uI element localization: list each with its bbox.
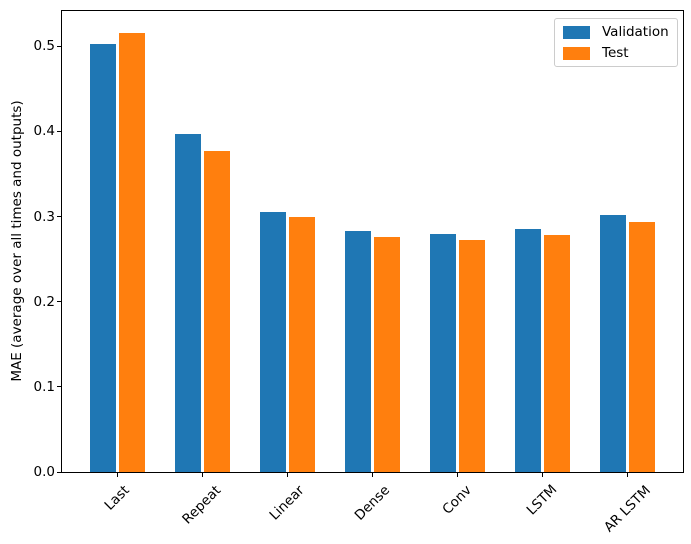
bar-validation-lstm (515, 228, 541, 472)
bar-validation-last (90, 43, 116, 472)
legend-label: Validation (602, 24, 669, 40)
x-tick-label: Dense (351, 482, 393, 524)
y-tick-label: 0.3 (33, 208, 55, 225)
x-tick-label: Last (101, 481, 134, 514)
plot-area (61, 10, 684, 473)
bar-test-repeat (204, 151, 230, 472)
y-tick-mark (57, 471, 61, 473)
x-tick-mark (626, 473, 628, 477)
bar-validation-dense (345, 231, 371, 472)
x-tick-mark (286, 473, 288, 477)
legend-item-test: Test (563, 45, 669, 61)
y-tick-label: 0.2 (33, 293, 55, 310)
legend-label: Test (602, 45, 629, 61)
bar-validation-conv (430, 233, 456, 472)
x-tick-label: LSTM (524, 481, 561, 519)
y-tick-label: 0.5 (33, 38, 55, 55)
x-tick-label: Linear (266, 482, 308, 523)
legend: Validation Test (554, 18, 678, 67)
x-tick-mark (201, 473, 203, 477)
bar-test-ar-lstm (629, 221, 655, 472)
x-tick-mark (371, 473, 373, 477)
x-tick-label: AR LSTM (600, 482, 654, 535)
legend-item-validation: Validation (563, 24, 669, 40)
y-tick-mark (57, 45, 61, 47)
bar-test-lstm (544, 235, 570, 472)
y-tick-mark (57, 216, 61, 218)
x-tick-mark (541, 473, 543, 477)
bar-validation-ar-lstm (600, 214, 626, 472)
x-tick-mark (116, 473, 118, 477)
y-tick-label: 0.1 (33, 378, 55, 395)
y-tick-mark (57, 301, 61, 303)
y-tick-label: 0.4 (33, 123, 55, 140)
y-axis-label: MAE (average over all times and outputs) (9, 100, 25, 382)
bar-validation-repeat (175, 134, 201, 472)
x-tick-label: Conv (439, 481, 476, 518)
y-tick-mark (57, 130, 61, 132)
legend-swatch-validation (563, 25, 590, 39)
bar-test-dense (374, 237, 400, 472)
y-tick-label: 0.0 (33, 464, 55, 480)
bar-test-last (119, 32, 145, 472)
y-tick-mark (57, 386, 61, 388)
bar-validation-linear (260, 211, 286, 472)
x-tick-label: Repeat (179, 482, 225, 528)
legend-swatch-test (563, 46, 590, 60)
bar-test-conv (459, 239, 485, 472)
bar-test-linear (289, 216, 315, 472)
x-tick-mark (456, 473, 458, 477)
